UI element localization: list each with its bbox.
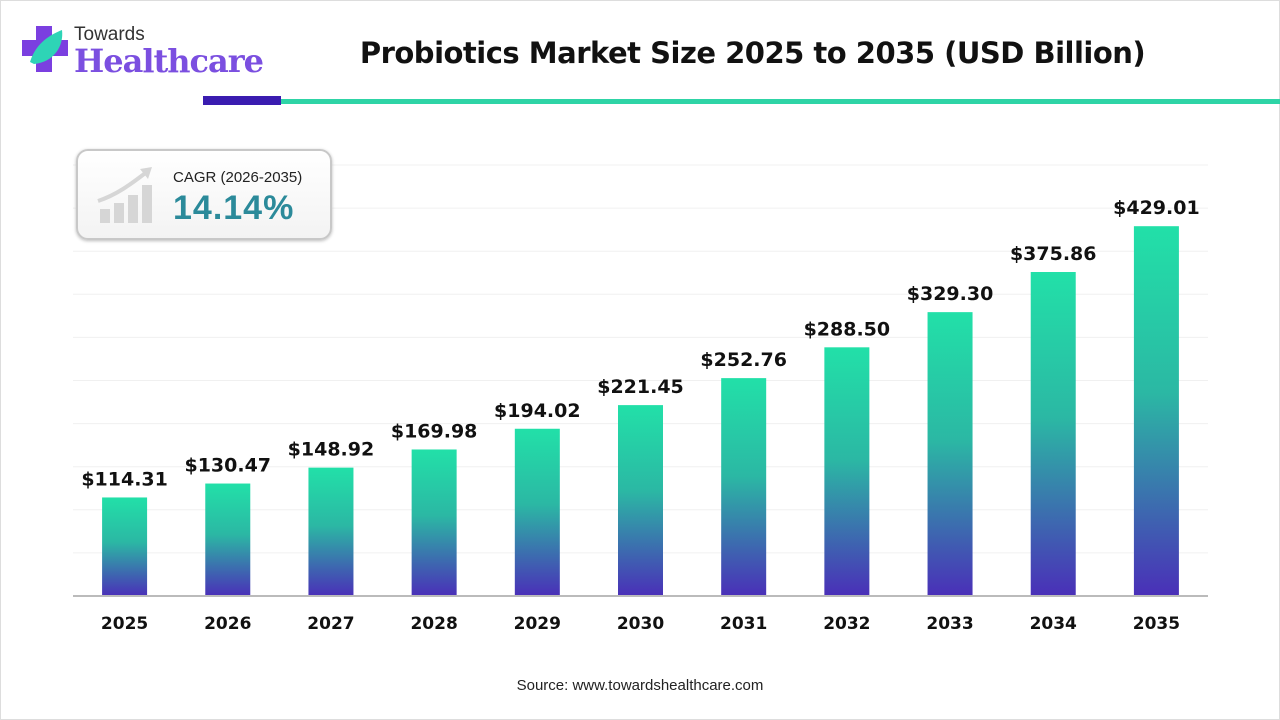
cross-leaf-icon — [22, 26, 68, 72]
bar-2035 — [1133, 226, 1179, 597]
x-tick-label: 2027 — [307, 614, 354, 634]
data-label: $114.31 — [81, 468, 168, 490]
bar-2031 — [721, 378, 767, 596]
source-text: Source: www.towardshealthcare.com — [516, 677, 764, 694]
cagr-box: CAGR (2026-2035) 14.14% — [76, 149, 332, 240]
bar-2027 — [308, 467, 354, 596]
data-label: $148.92 — [288, 439, 375, 461]
bar-2032 — [824, 347, 870, 596]
bar-2026 — [205, 483, 251, 596]
growth-chart-icon — [97, 167, 152, 223]
data-label: $252.76 — [700, 349, 787, 371]
data-label: $329.30 — [907, 283, 994, 305]
bar-2029 — [514, 428, 560, 596]
x-tick-label: 2033 — [926, 614, 973, 634]
data-label: $288.50 — [804, 318, 891, 340]
data-label: $221.45 — [597, 376, 684, 398]
x-tick-label: 2030 — [617, 614, 664, 634]
x-tick-label: 2028 — [410, 614, 457, 634]
x-tick-label: 2032 — [823, 614, 870, 634]
logo-healthcare: Healthcare — [74, 42, 264, 80]
bar-2028 — [411, 449, 457, 596]
x-tick-label: 2026 — [204, 614, 251, 634]
x-tick-label: 2025 — [101, 614, 148, 634]
x-tick-label: 2031 — [720, 614, 767, 634]
x-tick-label: 2029 — [514, 614, 561, 634]
data-label: $429.01 — [1113, 197, 1200, 219]
data-label: $130.47 — [184, 455, 271, 477]
title-underline-green — [281, 99, 1280, 104]
x-tick-label: 2035 — [1133, 614, 1180, 634]
cagr-label: CAGR (2026-2035) — [173, 169, 303, 186]
data-label: $169.98 — [391, 420, 478, 442]
bar-2034 — [1030, 272, 1076, 596]
chart-title: Probiotics Market Size 2025 to 2035 (USD… — [359, 36, 1146, 70]
title-underline-dark — [203, 96, 281, 105]
data-label: $375.86 — [1010, 243, 1097, 265]
logo: Towards Healthcare — [22, 22, 264, 82]
bar-2030 — [618, 405, 663, 596]
cagr-value: 14.14% — [173, 189, 295, 227]
bar-2033 — [927, 312, 973, 596]
bar-2025 — [102, 497, 148, 596]
logo-towards: Towards — [74, 24, 145, 45]
data-label: $194.02 — [494, 400, 581, 422]
x-tick-label: 2034 — [1030, 614, 1077, 634]
